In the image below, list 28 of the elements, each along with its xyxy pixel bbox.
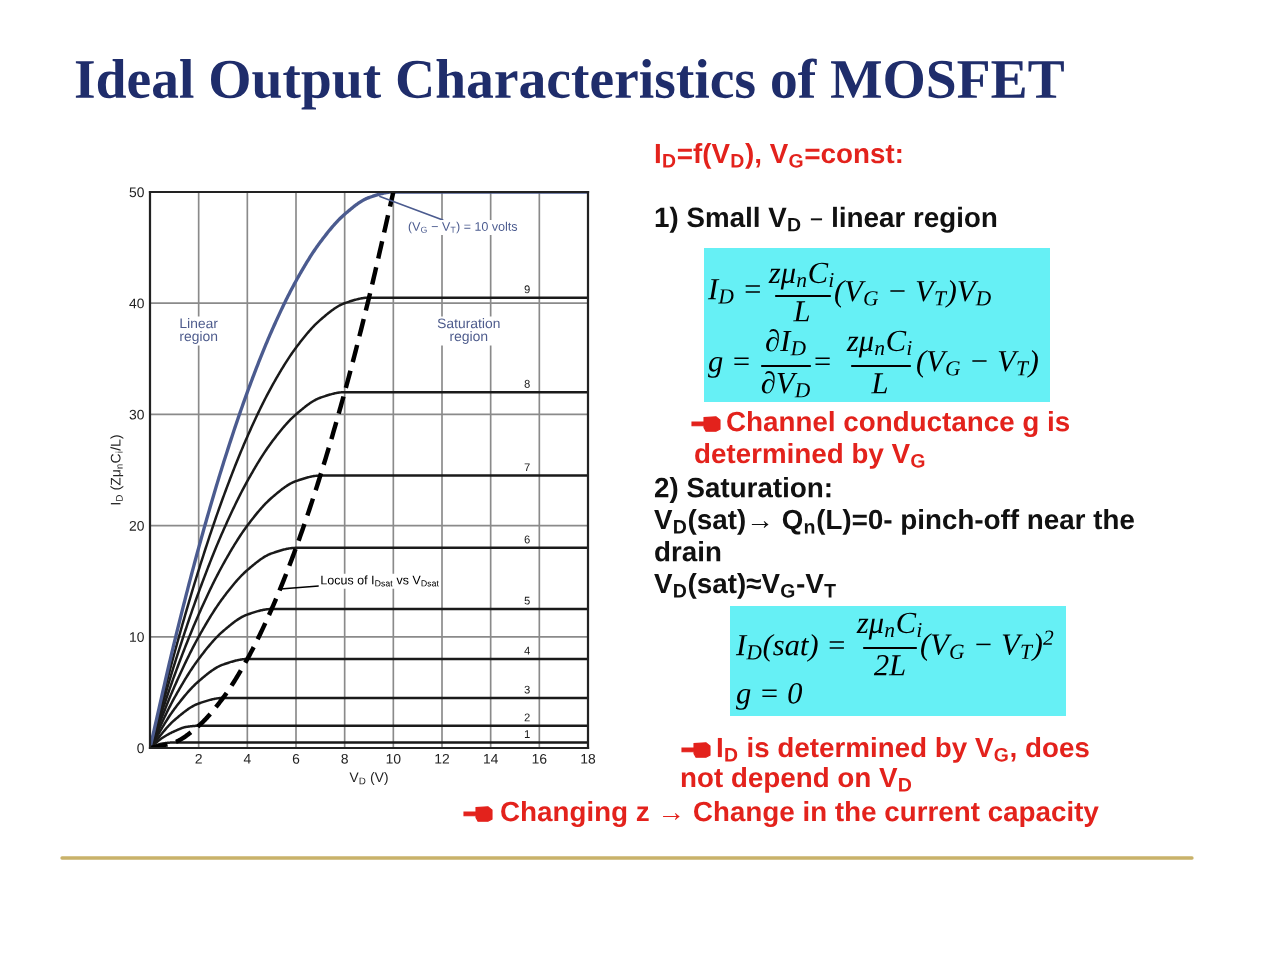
- text: 2L: [873, 655, 905, 676]
- text: I$_{D}$=f(V$_{D}$), V$_{G}$=const:: [655, 142, 902, 169]
- text: ∂V$_{D}$: [761, 371, 810, 398]
- text: g = 0: [736, 683, 803, 710]
- text: g =: [708, 356, 749, 378]
- text: Channel conductance g is: [727, 410, 1070, 438]
- text: zμ$_{n}$C$_{i}$: [768, 262, 834, 290]
- text: (V$_{G}$ − V$_{T}$): [917, 349, 1038, 378]
- text: drain: [655, 541, 721, 562]
- text: V$_{D}$(sat)→ Q$_{n}$(L)=0- pinch-off near the: [654, 508, 1134, 535]
- text: 1) Small V$_{D}$ – linear region: [655, 206, 997, 233]
- text: zμ$_{n}$C$_{i}$: [846, 330, 912, 358]
- text: I$_{D}$ =: [707, 279, 760, 304]
- text: 2) Saturation:: [654, 477, 831, 503]
- text: not depend on V$_{D}$: [681, 766, 912, 793]
- text: V$_{D}$(sat)≈V$_{G}$-V$_{T}$: [654, 572, 836, 599]
- text: I$_{D}$(sat) =: [735, 633, 844, 662]
- text: ∂I$_{D}$: [766, 329, 806, 356]
- text: (V$_{G}$ − V$_{T}$)$^{2}$: [921, 630, 1054, 662]
- text: L: [793, 301, 810, 322]
- text: Changing z → Change in the current capacity: [501, 800, 1099, 828]
- text: (V$_{G}$ − V$_{T}$)V$_{D}$: [835, 279, 991, 308]
- text: =: [815, 357, 830, 366]
- text: determined by V$_{G}$: [695, 442, 925, 469]
- text: zμ$_{n}$C$_{i}$: [856, 612, 922, 640]
- text: I$_{D}$ is determined by V$_{G}$, does: [717, 736, 1089, 763]
- chart-title: Ideal Output Characteristics of MOSFET: [75, 58, 1064, 110]
- text: L: [871, 373, 888, 394]
